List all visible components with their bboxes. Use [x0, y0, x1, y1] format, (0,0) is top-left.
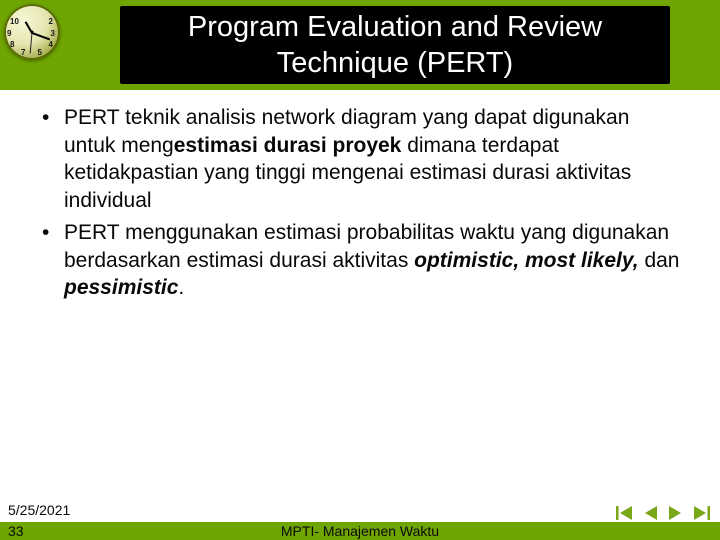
nav-last-icon[interactable]: [692, 506, 710, 520]
slide-title: Program Evaluation and Review Technique …: [120, 9, 670, 82]
footer-center-label: MPTI- Manajemen Waktu: [281, 523, 439, 539]
header-bar: 102 93 84 75 Program Evaluation and Revi…: [0, 0, 720, 90]
bullet-item: PERT menggunakan estimasi probabilitas w…: [36, 219, 684, 302]
bullet-text-segment: optimistic, most likely,: [414, 249, 638, 272]
bullet-list: PERT teknik analisis network diagram yan…: [36, 104, 684, 302]
clock-icon: 102 93 84 75: [4, 4, 60, 60]
page-number: 33: [8, 523, 24, 539]
title-box: Program Evaluation and Review Technique …: [120, 6, 670, 84]
nav-next-icon[interactable]: [668, 506, 682, 520]
nav-first-icon[interactable]: [616, 506, 634, 520]
bullet-text-segment: pessimistic: [64, 276, 178, 299]
bullet-text-segment: dan: [639, 249, 680, 272]
nav-controls: [616, 506, 710, 520]
bullet-text-segment: .: [178, 276, 184, 299]
slide-body: PERT teknik analisis network diagram yan…: [0, 90, 720, 302]
footer: 5/25/2021 33 MPTI- Manajemen Waktu: [0, 492, 720, 540]
footer-date: 5/25/2021: [8, 502, 70, 518]
bullet-text-segment: estimasi durasi proyek: [174, 134, 402, 157]
bullet-item: PERT teknik analisis network diagram yan…: [36, 104, 684, 215]
nav-prev-icon[interactable]: [644, 506, 658, 520]
